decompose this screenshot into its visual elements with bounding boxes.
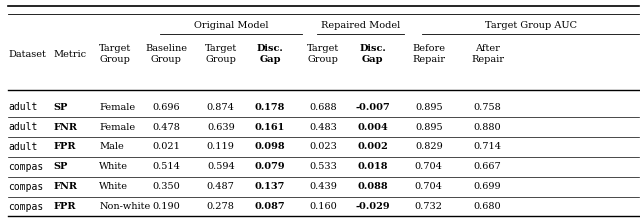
Text: 0.732: 0.732: [415, 202, 443, 211]
Text: 0.087: 0.087: [255, 202, 285, 211]
Text: 0.880: 0.880: [474, 123, 502, 131]
Text: Target Group AUC: Target Group AUC: [484, 21, 577, 30]
Text: Target
Group: Target Group: [307, 44, 339, 64]
Text: 0.178: 0.178: [255, 103, 285, 112]
Text: 0.098: 0.098: [255, 143, 285, 151]
Text: Disc.
Gap: Disc. Gap: [359, 44, 386, 64]
Text: Target
Group: Target Group: [205, 44, 237, 64]
Text: compas: compas: [8, 182, 44, 192]
Text: 0.278: 0.278: [207, 202, 235, 211]
Text: 0.667: 0.667: [474, 162, 502, 171]
Text: 0.439: 0.439: [309, 182, 337, 191]
Text: 0.160: 0.160: [309, 202, 337, 211]
Text: 0.487: 0.487: [207, 182, 235, 191]
Text: FPR: FPR: [53, 143, 76, 151]
Text: 0.688: 0.688: [309, 103, 337, 112]
Text: 0.478: 0.478: [152, 123, 180, 131]
Text: Dataset: Dataset: [8, 50, 46, 59]
Text: 0.895: 0.895: [415, 103, 443, 112]
Text: 0.079: 0.079: [255, 162, 285, 171]
Text: 0.829: 0.829: [415, 143, 443, 151]
Text: White: White: [99, 162, 128, 171]
Text: Disc.
Gap: Disc. Gap: [257, 44, 284, 64]
Text: Metric: Metric: [53, 50, 86, 59]
Text: 0.704: 0.704: [415, 162, 443, 171]
Text: 0.594: 0.594: [207, 162, 235, 171]
Text: 0.119: 0.119: [207, 143, 235, 151]
Text: Non-white: Non-white: [99, 202, 150, 211]
Text: compas: compas: [8, 202, 44, 212]
Text: 0.874: 0.874: [207, 103, 235, 112]
Text: 0.680: 0.680: [474, 202, 502, 211]
Text: FNR: FNR: [53, 123, 77, 131]
Text: Target
Group: Target Group: [99, 44, 131, 64]
Text: After
Repair: After Repair: [471, 44, 504, 64]
Text: 0.021: 0.021: [152, 143, 180, 151]
Text: SP: SP: [53, 103, 67, 112]
Text: Male: Male: [99, 143, 124, 151]
Text: 0.514: 0.514: [152, 162, 180, 171]
Text: Female: Female: [99, 123, 135, 131]
Text: adult: adult: [8, 142, 38, 152]
Text: 0.137: 0.137: [255, 182, 285, 191]
Text: SP: SP: [53, 162, 67, 171]
Text: 0.483: 0.483: [309, 123, 337, 131]
Text: 0.023: 0.023: [309, 143, 337, 151]
Text: adult: adult: [8, 102, 38, 112]
Text: -0.029: -0.029: [355, 202, 390, 211]
Text: 0.758: 0.758: [474, 103, 502, 112]
Text: 0.002: 0.002: [357, 143, 388, 151]
Text: FPR: FPR: [53, 202, 76, 211]
Text: Female: Female: [99, 103, 135, 112]
Text: 0.699: 0.699: [474, 182, 502, 191]
Text: 0.714: 0.714: [474, 143, 502, 151]
Text: 0.895: 0.895: [415, 123, 443, 131]
Text: compas: compas: [8, 162, 44, 172]
Text: 0.704: 0.704: [415, 182, 443, 191]
Text: FNR: FNR: [53, 182, 77, 191]
Text: 0.639: 0.639: [207, 123, 235, 131]
Text: Baseline
Group: Baseline Group: [145, 44, 188, 64]
Text: Repaired Model: Repaired Model: [321, 21, 400, 30]
Text: Original Model: Original Model: [194, 21, 268, 30]
Text: 0.696: 0.696: [152, 103, 180, 112]
Text: 0.004: 0.004: [357, 123, 388, 131]
Text: 0.350: 0.350: [152, 182, 180, 191]
Text: White: White: [99, 182, 128, 191]
Text: 0.018: 0.018: [357, 162, 388, 171]
Text: Before
Repair: Before Repair: [412, 44, 445, 64]
Text: -0.007: -0.007: [355, 103, 390, 112]
Text: 0.190: 0.190: [152, 202, 180, 211]
Text: 0.533: 0.533: [309, 162, 337, 171]
Text: adult: adult: [8, 122, 38, 132]
Text: 0.088: 0.088: [357, 182, 388, 191]
Text: 0.161: 0.161: [255, 123, 285, 131]
